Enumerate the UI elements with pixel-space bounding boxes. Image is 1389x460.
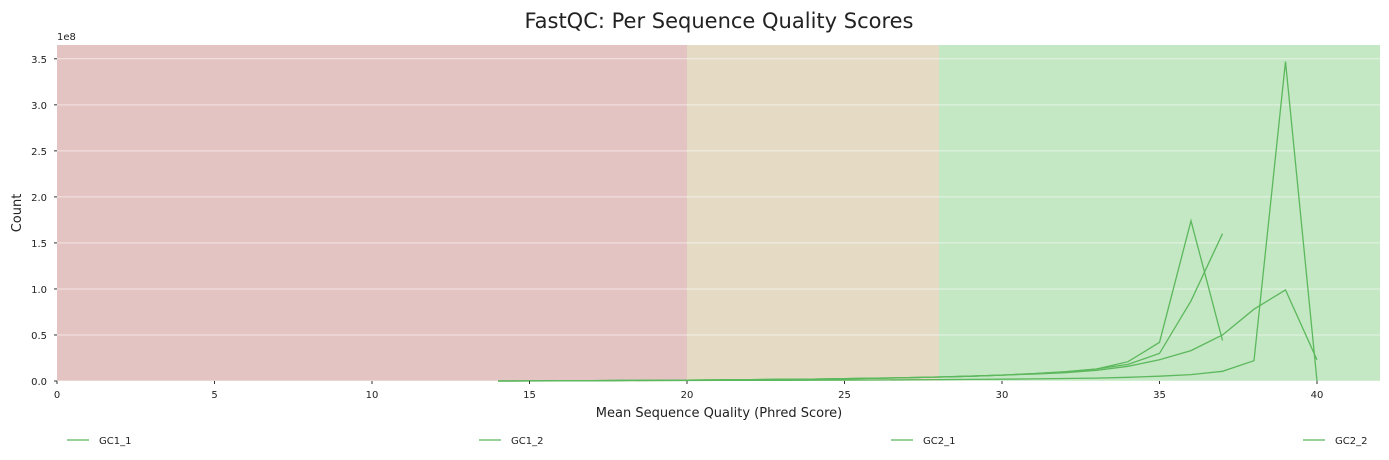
legend-label-GC2_2: GC2_2 — [1335, 436, 1367, 447]
series-line-GC2_2 — [498, 61, 1318, 382]
y-axis-multiplier: 1e8 — [57, 32, 76, 43]
y-tick-label: 3.5 — [31, 55, 47, 66]
series-lines — [497, 61, 1318, 382]
x-axis-ticks: 0 5 10 15 20 25 30 35 40 — [54, 381, 1324, 401]
x-tick-label: 5 — [211, 390, 217, 401]
x-tick-label: 20 — [681, 390, 694, 401]
chart-title: FastQC: Per Sequence Quality Scores — [524, 9, 913, 33]
x-tick-label: 40 — [1311, 390, 1324, 401]
x-tick-label: 25 — [838, 390, 851, 401]
y-tick-label: 0.5 — [31, 331, 47, 342]
grid-lines — [57, 58, 1380, 382]
legend-label-GC2_1: GC2_1 — [923, 436, 955, 447]
x-tick-label: 35 — [1153, 390, 1166, 401]
x-tick-label: 0 — [54, 390, 60, 401]
y-tick-label: 1.5 — [31, 239, 47, 250]
zone-good — [939, 45, 1380, 381]
y-tick-label: 1.0 — [31, 285, 47, 296]
y-tick-label: 2.0 — [31, 193, 47, 204]
legend: GC1_1 GC1_2 GC2_1 GC2_2 — [67, 436, 1367, 447]
x-tick-label: 30 — [996, 390, 1009, 401]
x-tick-label: 15 — [523, 390, 536, 401]
quality-zones — [57, 45, 1380, 381]
zone-reasonable — [687, 45, 939, 381]
y-axis-ticks: 0.0 0.5 1.0 1.5 2.0 2.5 3.0 3.5 — [31, 55, 57, 388]
y-axis-label: Count — [10, 194, 25, 233]
legend-label-GC1_2: GC1_2 — [511, 436, 543, 447]
y-tick-label: 3.0 — [31, 101, 47, 112]
x-axis-label: Mean Sequence Quality (Phred Score) — [596, 406, 842, 421]
legend-label-GC1_1: GC1_1 — [99, 436, 131, 447]
y-tick-label: 0.0 — [31, 377, 47, 388]
y-tick-label: 2.5 — [31, 147, 47, 158]
x-tick-label: 10 — [366, 390, 379, 401]
zone-poor — [57, 45, 687, 381]
